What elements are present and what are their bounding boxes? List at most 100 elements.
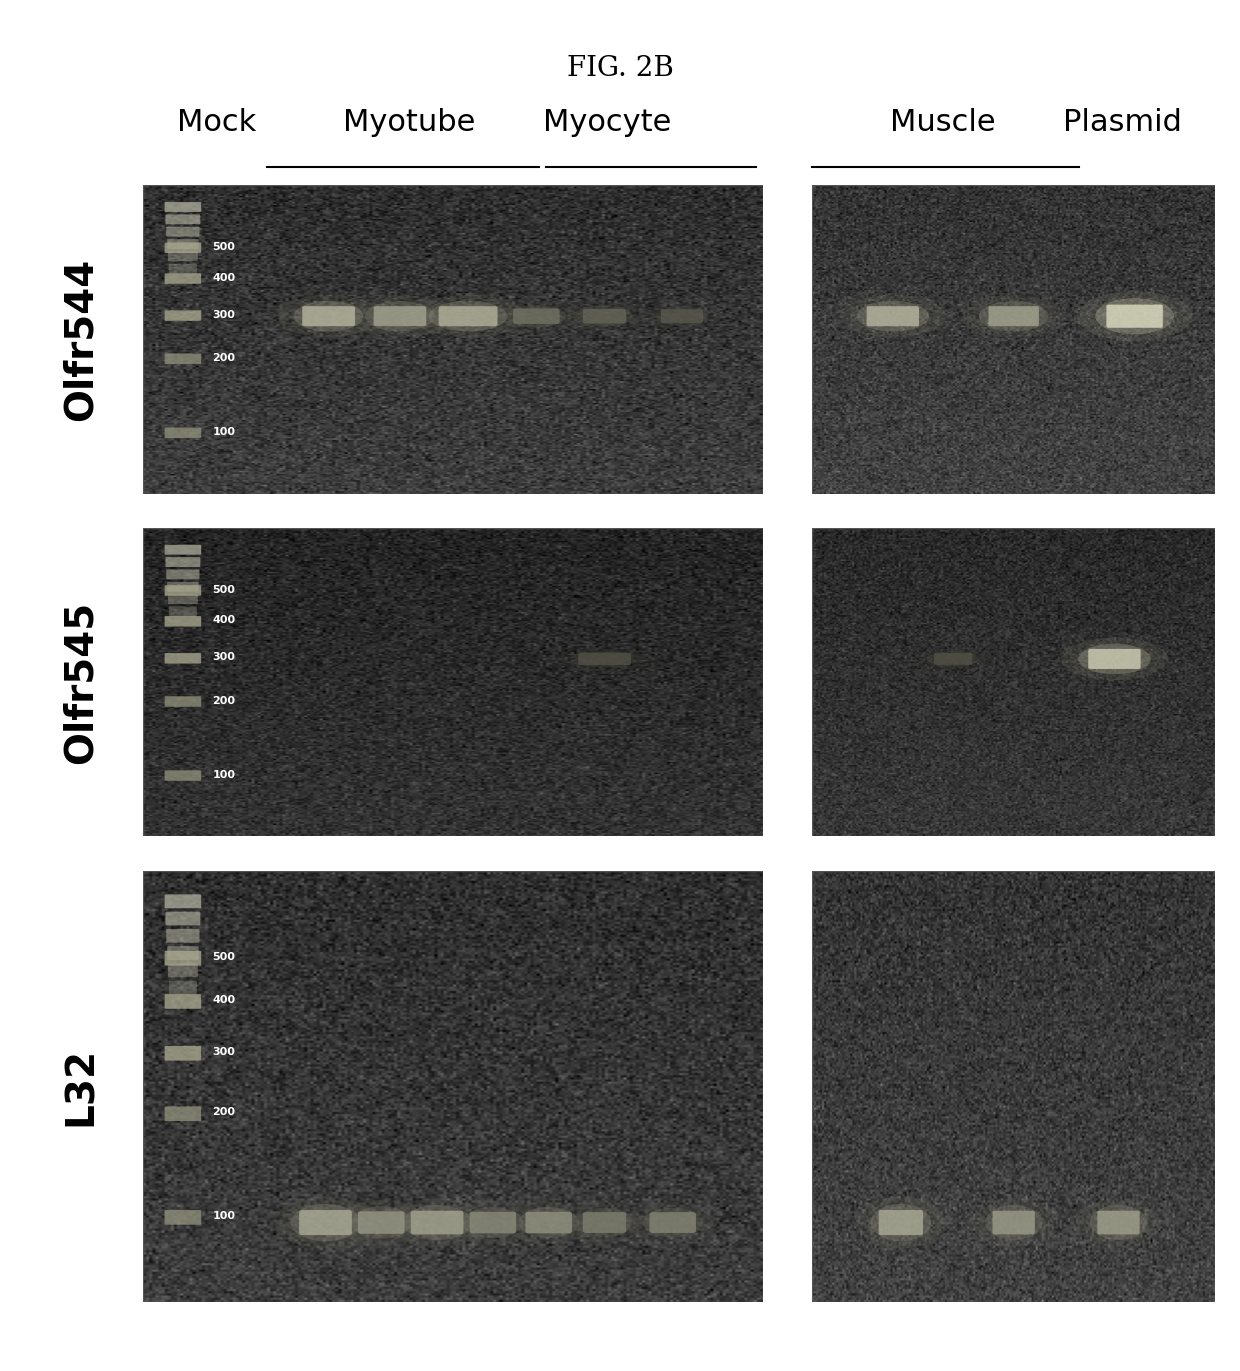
FancyBboxPatch shape	[167, 251, 198, 262]
Ellipse shape	[505, 1201, 593, 1243]
Ellipse shape	[642, 303, 722, 329]
Text: FIG. 2B: FIG. 2B	[567, 55, 673, 82]
Text: Plasmid: Plasmid	[1063, 108, 1182, 137]
Ellipse shape	[915, 648, 991, 669]
Ellipse shape	[1076, 1198, 1161, 1246]
Ellipse shape	[962, 295, 1065, 337]
Text: 300: 300	[212, 1047, 236, 1057]
Ellipse shape	[857, 1197, 945, 1249]
FancyBboxPatch shape	[165, 243, 201, 252]
Ellipse shape	[985, 1205, 1043, 1239]
FancyBboxPatch shape	[167, 581, 198, 592]
FancyBboxPatch shape	[867, 306, 919, 326]
FancyBboxPatch shape	[358, 1212, 404, 1234]
FancyBboxPatch shape	[165, 951, 201, 965]
Ellipse shape	[1061, 638, 1168, 680]
Ellipse shape	[337, 1200, 425, 1245]
FancyBboxPatch shape	[167, 946, 198, 960]
Text: 500: 500	[212, 584, 236, 595]
FancyBboxPatch shape	[165, 912, 201, 925]
Text: 400: 400	[212, 616, 236, 625]
FancyBboxPatch shape	[166, 930, 200, 943]
FancyBboxPatch shape	[166, 226, 200, 237]
FancyBboxPatch shape	[165, 557, 201, 568]
FancyBboxPatch shape	[410, 1211, 464, 1234]
Text: Myotube: Myotube	[343, 108, 475, 137]
FancyBboxPatch shape	[165, 616, 201, 627]
Ellipse shape	[629, 1202, 717, 1243]
FancyBboxPatch shape	[165, 696, 201, 707]
Ellipse shape	[928, 651, 978, 666]
Ellipse shape	[563, 302, 645, 330]
Ellipse shape	[402, 1205, 472, 1239]
FancyBboxPatch shape	[650, 1212, 696, 1233]
Text: L32: L32	[62, 1047, 99, 1126]
Ellipse shape	[274, 1197, 377, 1249]
FancyBboxPatch shape	[165, 1046, 201, 1061]
Ellipse shape	[492, 300, 580, 332]
FancyBboxPatch shape	[879, 1211, 923, 1235]
Ellipse shape	[386, 1198, 489, 1246]
Ellipse shape	[839, 295, 946, 337]
FancyBboxPatch shape	[988, 306, 1039, 326]
FancyBboxPatch shape	[526, 1212, 572, 1234]
Ellipse shape	[351, 1206, 412, 1239]
Ellipse shape	[577, 306, 632, 326]
FancyBboxPatch shape	[165, 1211, 201, 1224]
Text: 200: 200	[212, 1108, 236, 1117]
Ellipse shape	[365, 300, 435, 332]
FancyBboxPatch shape	[661, 310, 703, 324]
FancyBboxPatch shape	[166, 569, 200, 580]
Ellipse shape	[569, 651, 640, 668]
FancyBboxPatch shape	[165, 354, 201, 363]
Text: 300: 300	[212, 310, 236, 319]
Ellipse shape	[1095, 298, 1174, 335]
Ellipse shape	[978, 300, 1049, 332]
Text: Olfr545: Olfr545	[62, 600, 99, 764]
Ellipse shape	[577, 1208, 632, 1237]
Text: 100: 100	[212, 769, 236, 780]
FancyBboxPatch shape	[167, 594, 198, 605]
FancyBboxPatch shape	[1106, 304, 1163, 328]
FancyBboxPatch shape	[299, 1211, 352, 1235]
FancyBboxPatch shape	[165, 214, 201, 225]
Ellipse shape	[563, 1202, 645, 1243]
Text: Mock: Mock	[177, 108, 257, 137]
Ellipse shape	[463, 1206, 523, 1238]
FancyBboxPatch shape	[165, 994, 201, 1009]
Ellipse shape	[655, 307, 709, 326]
FancyBboxPatch shape	[470, 1212, 516, 1234]
Text: 300: 300	[212, 653, 236, 662]
Text: 100: 100	[212, 1211, 236, 1222]
FancyBboxPatch shape	[169, 263, 197, 274]
FancyBboxPatch shape	[992, 1211, 1035, 1234]
Ellipse shape	[410, 295, 526, 337]
FancyBboxPatch shape	[583, 1212, 626, 1233]
Ellipse shape	[506, 306, 567, 328]
FancyBboxPatch shape	[167, 239, 198, 250]
FancyBboxPatch shape	[165, 585, 201, 595]
Ellipse shape	[290, 1204, 361, 1241]
FancyBboxPatch shape	[1089, 648, 1141, 669]
FancyBboxPatch shape	[165, 771, 201, 781]
FancyBboxPatch shape	[165, 273, 201, 284]
FancyBboxPatch shape	[165, 428, 201, 439]
FancyBboxPatch shape	[167, 964, 198, 978]
Ellipse shape	[1090, 1205, 1147, 1239]
FancyBboxPatch shape	[583, 308, 626, 324]
Ellipse shape	[348, 295, 451, 337]
Ellipse shape	[1078, 291, 1192, 341]
FancyBboxPatch shape	[165, 1106, 201, 1121]
Text: Muscle: Muscle	[889, 108, 996, 137]
Text: Olfr544: Olfr544	[62, 258, 99, 421]
Text: 100: 100	[212, 426, 236, 437]
FancyBboxPatch shape	[439, 306, 497, 326]
Text: 400: 400	[212, 273, 236, 282]
FancyBboxPatch shape	[373, 306, 427, 326]
Text: 200: 200	[212, 352, 236, 363]
FancyBboxPatch shape	[578, 653, 631, 665]
Text: 500: 500	[212, 241, 236, 252]
Text: 200: 200	[212, 695, 236, 706]
Ellipse shape	[449, 1201, 537, 1243]
Text: 400: 400	[212, 995, 236, 1005]
